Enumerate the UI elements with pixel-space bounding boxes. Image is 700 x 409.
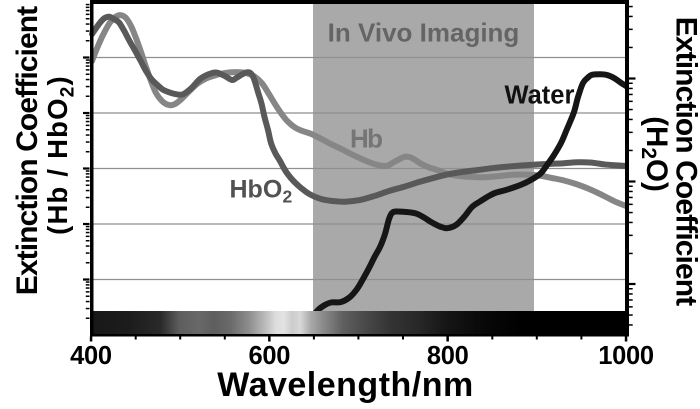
svg-text:HbO: HbO <box>230 176 283 204</box>
svg-text:1000: 1000 <box>598 342 654 370</box>
svg-text:Extinction Coefficient: Extinction Coefficient <box>11 6 44 295</box>
svg-text:Extinction Coefficient: Extinction Coefficient <box>670 17 700 306</box>
svg-text:Water: Water <box>505 82 575 110</box>
svg-text:Wavelength/nm: Wavelength/nm <box>217 366 474 404</box>
svg-text:Hb: Hb <box>350 124 382 154</box>
svg-text:2: 2 <box>283 187 293 207</box>
svg-text:400: 400 <box>70 342 112 370</box>
svg-text:In Vivo Imaging: In Vivo Imaging <box>328 18 520 48</box>
